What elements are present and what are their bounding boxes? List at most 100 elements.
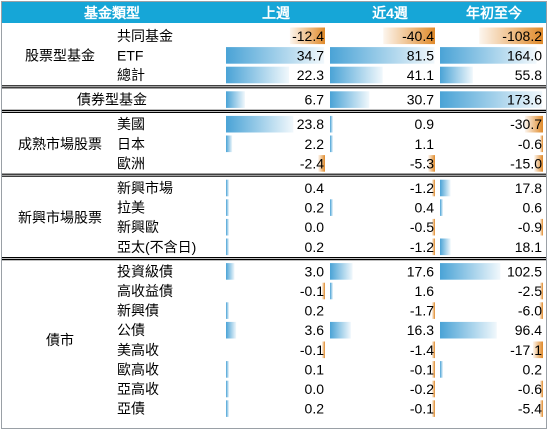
value-four_week: 0.4 [415,200,435,216]
bar-ytd-negative [532,341,543,359]
row-label: 新興債 [117,303,159,319]
value-four_week: -0.2 [410,381,434,397]
value-four_week: -1.7 [410,303,434,319]
bar-week-positive [226,115,294,133]
bar-ytd-negative [540,218,543,236]
bar-ytd-positive [440,66,473,84]
bar-four_week-positive [330,199,333,216]
bar-week-positive [226,179,229,197]
value-ytd: 18.1 [515,239,542,255]
bar-week-negative [322,282,325,300]
group-label: 成熟市場股票 [18,136,102,152]
bar-week-positive [226,199,229,216]
value-week: -0.1 [300,342,324,358]
value-ytd: 17.8 [515,180,542,196]
bar-week-positive [226,218,229,236]
row-label: 新興市場 [117,180,173,196]
value-week: 34.7 [297,47,324,63]
row-label: 亞太(不含日) [117,239,196,255]
value-ytd: -0.6 [518,381,542,397]
bar-ytd-positive [440,179,451,197]
value-ytd: -17.1 [510,342,542,358]
row-label: 總計 [117,67,145,83]
value-ytd: -0.6 [518,136,542,152]
value-week: 0.0 [305,381,325,397]
value-four_week: -0.1 [410,401,434,417]
bar-ytd-positive [440,238,451,256]
value-week: 6.7 [305,92,325,108]
row-label: 亞高收 [117,381,159,397]
bar-week-positive [226,91,245,108]
row-label: 美國 [117,116,145,132]
bar-week-negative [322,341,325,359]
value-ytd: -108.2 [502,28,542,44]
bar-week-positive [226,321,237,339]
value-week: 0.2 [305,200,325,216]
bar-ytd-negative [479,27,543,45]
value-week: 0.2 [305,239,325,255]
value-week: 0.4 [305,180,325,196]
group-label: 新興市場股票 [18,209,102,225]
header-ytd: 年初至今 [466,5,522,21]
row-label: 美高收 [117,342,159,358]
bar-four_week-negative [432,179,435,197]
bar-ytd-positive [440,361,443,378]
bar-four_week-negative [432,302,435,319]
value-ytd: -15.0 [510,155,542,171]
row-label: 投資級債 [117,263,173,279]
bar-week-positive [226,135,233,153]
bar-four_week-negative [432,218,435,236]
value-four_week: 16.3 [407,322,434,338]
group-label: 債券型基金 [77,92,147,108]
value-four_week: -40.4 [402,28,434,44]
bar-ytd-positive [440,321,497,339]
row-label: 高收益債 [117,283,173,299]
value-four_week: -1.2 [410,239,434,255]
row-label: 拉美 [117,200,145,216]
value-four_week: -0.1 [410,361,434,377]
value-ytd: -2.5 [518,283,542,299]
bar-week-negative [318,155,325,172]
bar-ytd-negative [540,135,543,153]
value-week: -0.1 [300,283,324,299]
bar-four_week-negative [428,155,435,172]
bar-four_week-negative [383,27,435,45]
bar-week-positive [226,238,229,256]
bar-ytd-positive [440,91,543,108]
value-ytd: -5.4 [518,401,542,417]
bar-ytd-negative [540,282,543,300]
value-ytd: 55.8 [515,67,542,83]
row-label: 日本 [117,136,145,152]
value-ytd: 96.4 [515,322,542,338]
value-week: -12.4 [292,28,324,44]
header-bar [2,2,547,23]
row-label: 歐洲 [117,155,145,171]
bar-four_week-negative [432,361,435,378]
row-label: 共同基金 [117,28,173,44]
value-week: -2.4 [300,155,324,171]
value-four_week: 0.9 [415,116,435,132]
row-label: ETF [117,47,143,63]
header-four-week: 近4週 [372,5,408,21]
value-four_week: -0.5 [410,219,434,235]
value-week: 2.2 [305,136,325,152]
value-ytd: -0.9 [518,219,542,235]
bar-four_week-negative [432,400,435,417]
value-four_week: -5.3 [410,155,434,171]
bar-ytd-negative [539,400,543,417]
bar-four_week-negative [432,341,435,359]
bar-week-positive [226,263,235,280]
bar-four_week-negative [432,238,435,256]
bar-week-positive [226,302,229,319]
bar-four_week-positive [330,91,370,108]
value-week: 0.2 [305,401,325,417]
bar-ytd-negative [534,155,543,172]
bar-ytd-negative [539,302,543,319]
group-label: 債市 [46,332,74,348]
value-week: 0.0 [305,219,325,235]
value-week: 3.0 [305,263,325,279]
